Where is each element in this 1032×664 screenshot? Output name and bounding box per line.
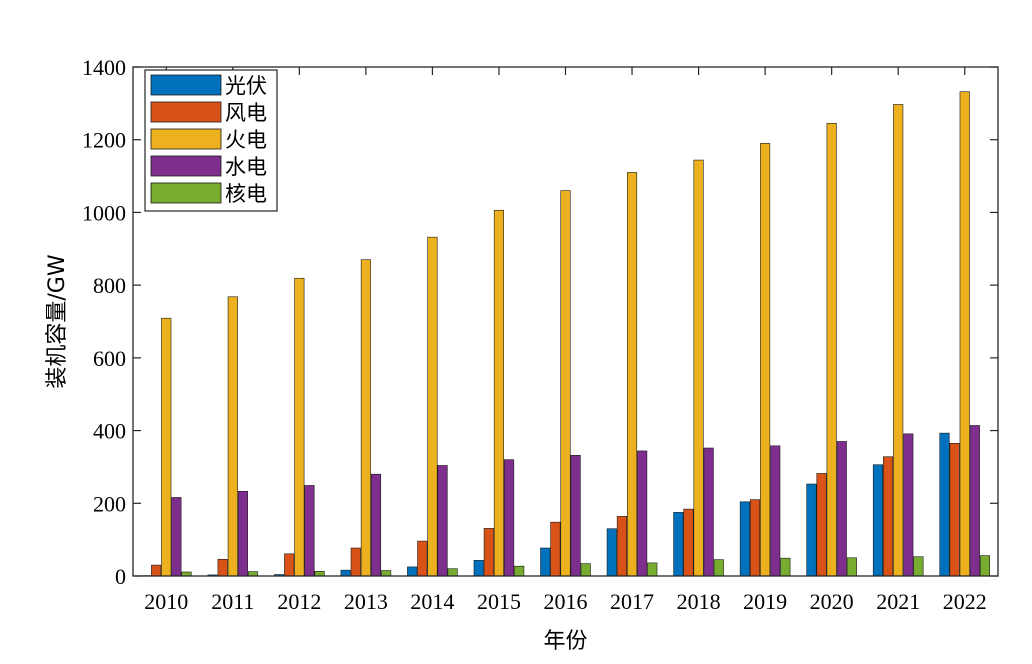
plot-area-frame [132, 66, 999, 577]
bar-0-2015 [473, 560, 484, 577]
x-tick-label: 2020 [810, 589, 854, 614]
bar-1-2013 [350, 547, 361, 577]
bar-4-2020 [846, 557, 857, 577]
bar-0-2016 [540, 547, 551, 577]
tick-layer: 0 200 400 600 800 1000 1200 1400 2010 2011 2012 201… [82, 55, 998, 614]
bar-1-2011 [217, 558, 228, 577]
bar-4-2014 [447, 568, 458, 577]
y-tick-label: 800 [93, 273, 126, 298]
legend-swatch [150, 182, 222, 204]
legend-label: 风电 [225, 101, 267, 125]
x-tick-label: 2022 [943, 589, 987, 614]
y-tick-label: 200 [93, 491, 126, 516]
bar-4-2015 [514, 565, 525, 577]
bars-layer [140, 91, 991, 577]
bar-2-2020 [826, 123, 837, 577]
bar-1-2021 [883, 456, 894, 577]
x-tick-label: 2010 [144, 589, 188, 614]
x-tick-label: 2019 [743, 589, 787, 614]
bar-3-2010 [171, 497, 182, 577]
legend-swatch [150, 128, 222, 150]
x-tick-label: 2017 [610, 589, 654, 614]
legend-swatch [150, 155, 222, 177]
bar-1-2016 [550, 521, 561, 577]
bar-2-2017 [626, 172, 638, 577]
bar-3-2018 [703, 447, 714, 577]
x-tick-label: 2016 [544, 589, 588, 614]
bar-4-2017 [647, 562, 658, 577]
bar-0-2014 [407, 566, 418, 577]
y-tick-label: 0 [115, 564, 126, 589]
bar-1-2020 [816, 473, 827, 577]
y-tick-label: 600 [93, 346, 126, 371]
bar-0-2020 [806, 483, 817, 577]
bar-3-2019 [770, 445, 781, 577]
y-tick-label: 1000 [82, 200, 126, 225]
bar-3-2017 [637, 450, 648, 577]
bar-4-2013 [381, 570, 392, 577]
bar-0-2018 [673, 512, 684, 577]
x-tick-label: 2015 [477, 589, 521, 614]
bar-3-2014 [437, 465, 448, 577]
bar-0-2021 [872, 464, 884, 577]
bar-4-2019 [780, 557, 791, 577]
bar-1-2022 [949, 442, 960, 577]
bar-2-2021 [893, 104, 904, 577]
bar-4-2018 [713, 559, 724, 577]
bar-2-2015 [493, 209, 505, 577]
bar-2-2018 [693, 159, 704, 577]
legend-label: 核电 [225, 182, 267, 206]
bar-3-2012 [304, 485, 315, 577]
bar-0-2013 [340, 569, 351, 577]
x-tick-label: 2021 [876, 589, 920, 614]
x-tick-label: 2012 [277, 589, 321, 614]
bar-2-2010 [161, 317, 172, 577]
bar-1-2012 [284, 553, 295, 577]
bar-1-2018 [683, 508, 694, 577]
bar-3-2015 [504, 459, 515, 577]
bar-2-2011 [227, 296, 238, 577]
bar-4-2021 [913, 556, 924, 577]
bar-3-2022 [969, 425, 980, 577]
bar-1-2014 [417, 540, 428, 577]
bar-3-2011 [237, 490, 248, 577]
bar-0-2017 [606, 528, 617, 577]
bar-2-2012 [294, 277, 305, 577]
bar-1-2019 [749, 499, 761, 577]
bar-3-2021 [903, 433, 914, 577]
bar-4-2016 [580, 563, 591, 577]
x-tick-label: 2018 [677, 589, 721, 614]
bar-3-2016 [570, 454, 581, 577]
bar-0-2022 [939, 432, 950, 577]
bar-1-2010 [151, 564, 162, 577]
legend-label: 光伏 [225, 74, 267, 98]
legend-label: 火电 [225, 128, 267, 152]
y-tick-label: 1200 [82, 128, 126, 153]
bar-1-2017 [616, 516, 627, 577]
bar-2-2013 [360, 259, 371, 577]
bar-4-2022 [979, 555, 991, 577]
bar-1-2015 [483, 528, 494, 577]
x-tick-label: 2011 [211, 589, 254, 614]
legend-swatch [150, 74, 222, 96]
x-axis-title: 年份 [543, 629, 587, 654]
y-tick-label: 1400 [82, 55, 126, 80]
legend-label: 水电 [225, 155, 267, 179]
bar-2-2019 [760, 143, 771, 577]
bar-4-2012 [314, 570, 325, 577]
bar-2-2014 [427, 236, 438, 577]
bar-2-2022 [959, 91, 970, 577]
legend-swatch [150, 101, 222, 123]
bar-3-2013 [370, 473, 382, 577]
y-tick-label: 400 [93, 419, 126, 444]
bar-4-2011 [247, 571, 259, 577]
bar-3-2020 [836, 441, 847, 577]
bar-2-2016 [560, 190, 571, 577]
bar-0-2019 [739, 501, 750, 577]
y-axis-title: 装机容量/GW [45, 254, 70, 388]
x-tick-label: 2013 [344, 589, 388, 614]
x-tick-label: 2014 [410, 589, 454, 614]
